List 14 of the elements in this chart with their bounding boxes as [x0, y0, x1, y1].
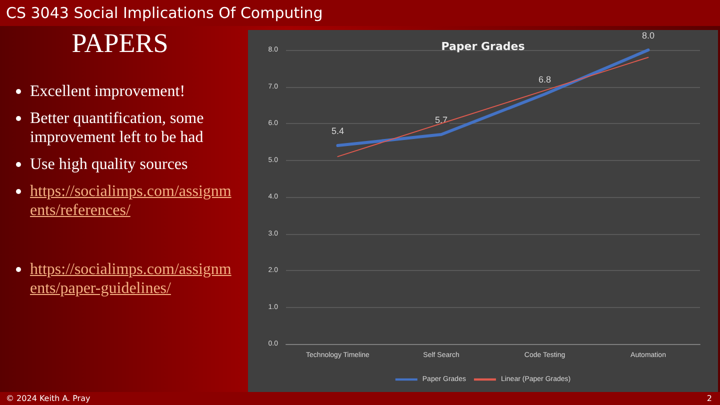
text: © 2024 Keith A. Pray: [6, 393, 90, 405]
text: https://socialimps.com/assignments/paper-guidelines/: [30, 260, 232, 298]
text: CS 3043 Social Implications Of Computing: [0, 0, 720, 26]
text: https://socialimps.com/assignments/references/: [30, 182, 232, 220]
chart-title: Paper Grades: [441, 40, 526, 53]
text: PAPERS: [70, 28, 170, 59]
text: 2: [706, 393, 712, 405]
text: Better quantification, some improvement left to be had: [30, 109, 205, 147]
text: Use high quality sources: [30, 155, 188, 174]
data-label: 8.0: [642, 30, 655, 40]
data-label: 6.8: [538, 74, 552, 85]
data-label: 5.4: [331, 126, 344, 136]
text: Excellent improvement!: [30, 82, 186, 101]
data-label: 5.7: [434, 115, 448, 126]
